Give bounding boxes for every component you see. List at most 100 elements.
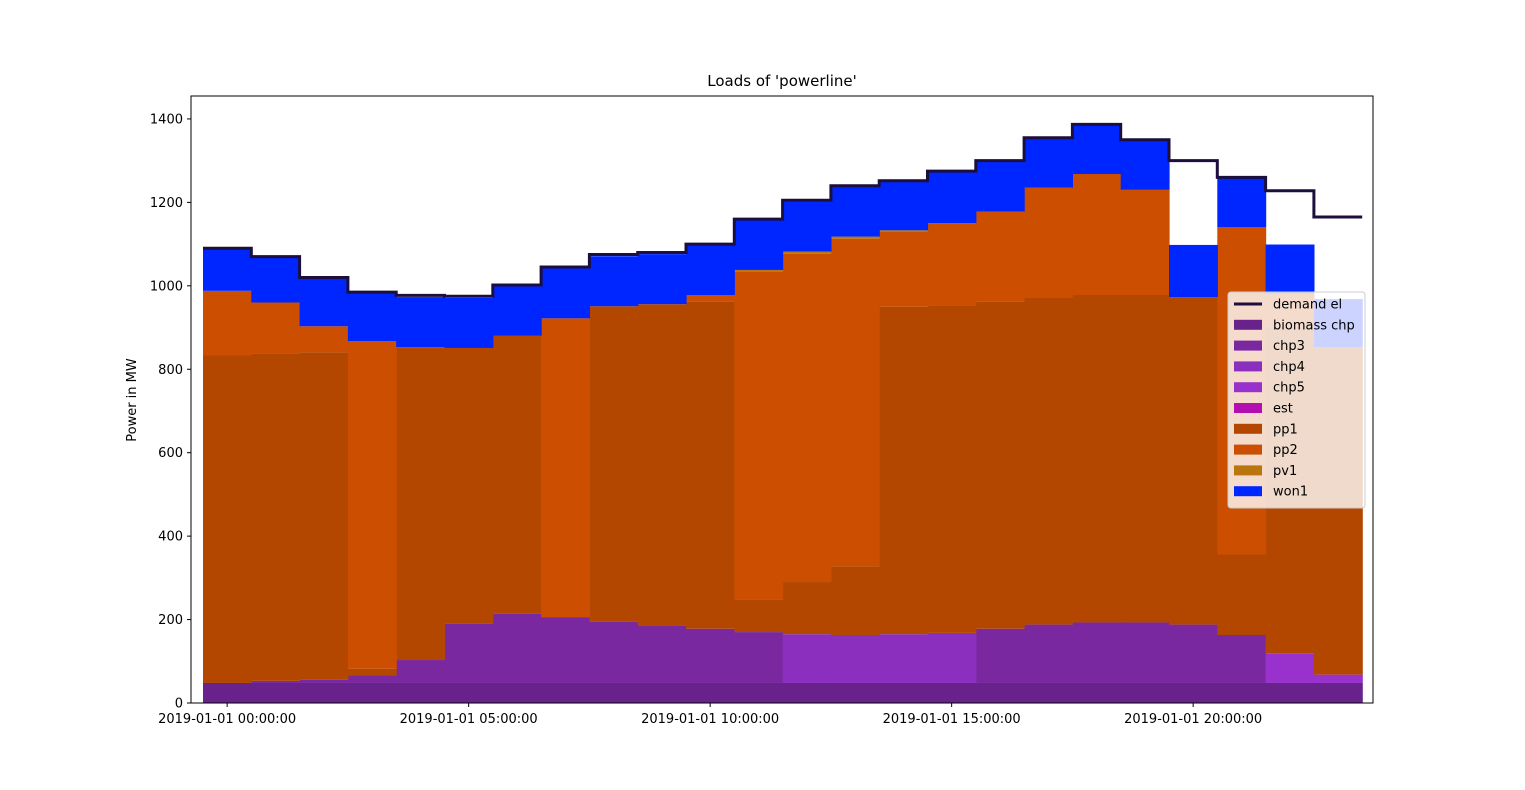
area-won1-20 [1169, 244, 1218, 298]
area-biomass-chp-19 [1120, 682, 1170, 703]
legend-swatch-chp4 [1234, 361, 1262, 372]
area-pp2-1 [251, 302, 301, 354]
demand-el-line [203, 122, 1363, 298]
area-chp3-1 [251, 680, 301, 683]
chart-title: Loads of 'powerline' [707, 72, 856, 90]
legend-label-est: est [1273, 402, 1293, 417]
area-pp1-1 [251, 353, 301, 681]
area-pv1-12 [782, 251, 832, 254]
area-chp3-20 [1169, 624, 1218, 683]
area-pp1-5 [444, 347, 494, 624]
area-biomass-chp-23 [1313, 682, 1363, 703]
area-chp3-3 [347, 675, 397, 683]
y-tick-label: 1000 [150, 279, 183, 294]
area-chp3-17 [1024, 624, 1073, 683]
area-chp4-14 [879, 634, 929, 683]
area-pp1-20 [1169, 297, 1218, 625]
area-biomass-chp-2 [299, 682, 349, 703]
area-pp1-13 [830, 566, 880, 635]
y-tick-label: 800 [158, 363, 183, 378]
area-won1-14 [879, 179, 929, 231]
area-won1-16 [975, 161, 1025, 212]
area-pv1-11 [734, 269, 784, 272]
area-chp3-18 [1072, 622, 1122, 683]
area-won1-22 [1265, 244, 1315, 294]
area-pp1-14 [879, 306, 929, 635]
legend-label-pp2: pp2 [1273, 443, 1298, 458]
x-axis: 2019-01-01 00:00:00 2019-01-01 05:00:00 20… [158, 703, 1262, 727]
area-pp2-3 [347, 341, 397, 669]
area-won1-3 [347, 293, 397, 342]
area-pp2-15 [927, 223, 977, 306]
area-biomass-chp-7 [541, 682, 590, 703]
area-biomass-chp-8 [589, 682, 639, 703]
area-chp4-13 [830, 634, 880, 683]
area-biomass-chp-22 [1265, 682, 1315, 703]
area-pp1-3 [347, 668, 397, 676]
legend-swatch-chp3 [1234, 340, 1262, 351]
area-chp4-12 [782, 634, 832, 683]
area-pp1-8 [589, 306, 639, 622]
area-biomass-chp-21 [1217, 682, 1267, 703]
area-pp1-17 [1024, 297, 1073, 625]
area-won1-0 [203, 249, 252, 291]
area-chp3-19 [1120, 622, 1170, 683]
y-tick-label: 600 [158, 446, 183, 461]
area-biomass-chp-1 [251, 682, 301, 703]
legend-swatch-pp1 [1234, 423, 1262, 434]
legend-swatch-est [1234, 403, 1262, 413]
legend-label-pv1: pv1 [1273, 464, 1297, 479]
area-pp2-16 [975, 211, 1025, 302]
area-pp1-6 [492, 335, 542, 614]
legend-swatch-biomass-chp [1234, 319, 1262, 330]
area-pp1-10 [686, 301, 735, 629]
area-pp1-15 [927, 305, 977, 633]
area-pp2-19 [1120, 189, 1170, 295]
x-tick-label: 2019-01-01 10:00:00 [641, 712, 779, 727]
area-won1-6 [492, 285, 542, 336]
area-biomass-chp-13 [830, 682, 880, 703]
area-won1-9 [637, 254, 687, 305]
area-chp3-9 [637, 625, 687, 683]
area-biomass-chp-14 [879, 682, 929, 703]
area-biomass-chp-17 [1024, 682, 1073, 703]
y-tick-label: 0 [175, 697, 183, 712]
area-won1-2 [299, 278, 349, 327]
area-biomass-chp-11 [734, 682, 784, 703]
legend-swatch-won1 [1234, 486, 1262, 497]
area-chp3-5 [444, 623, 494, 683]
plot-frame [190, 95, 1374, 704]
legend-box [1227, 291, 1366, 509]
legend-swatch-chp5 [1234, 382, 1262, 393]
area-pv1-13 [830, 236, 880, 239]
legend-label-chp5: chp5 [1273, 381, 1305, 396]
area-won1-18 [1072, 123, 1122, 175]
area-biomass-chp-5 [444, 682, 494, 703]
legend-swatch-pp2 [1234, 444, 1262, 455]
area-biomass-chp-9 [637, 682, 687, 703]
y-axis: 0 200 400 600 800 1000 1200 1400 [150, 112, 191, 712]
area-pp2-7 [541, 318, 590, 618]
area-pv1-14 [879, 230, 929, 232]
legend: demand el biomass chp chp3 chp4 chp5 est pp1 pp… [1227, 291, 1366, 509]
area-pp2-18 [1072, 174, 1122, 295]
area-won1-11 [734, 219, 784, 270]
area-won1-21 [1217, 178, 1267, 227]
area-chp3-21 [1217, 634, 1267, 683]
area-biomass-chp-6 [492, 682, 542, 703]
area-biomass-chp-15 [927, 682, 977, 703]
x-tick-label: 2019-01-01 20:00:00 [1124, 712, 1262, 727]
area-chp3-4 [396, 660, 446, 683]
x-tick-label: 2019-01-01 15:00:00 [883, 712, 1021, 727]
area-chp3-11 [734, 632, 784, 683]
area-pp2-10 [686, 294, 735, 302]
area-pp2-17 [1024, 187, 1073, 298]
area-chp5-23 [1313, 674, 1363, 683]
area-chp4-15 [927, 632, 977, 683]
area-chp3-16 [975, 628, 1025, 683]
y-tick-label: 1400 [150, 112, 183, 127]
area-biomass-chp-20 [1169, 682, 1218, 703]
area-pp2-2 [299, 326, 349, 353]
area-pp2-12 [782, 253, 832, 583]
legend-swatch-pv1 [1234, 465, 1262, 476]
